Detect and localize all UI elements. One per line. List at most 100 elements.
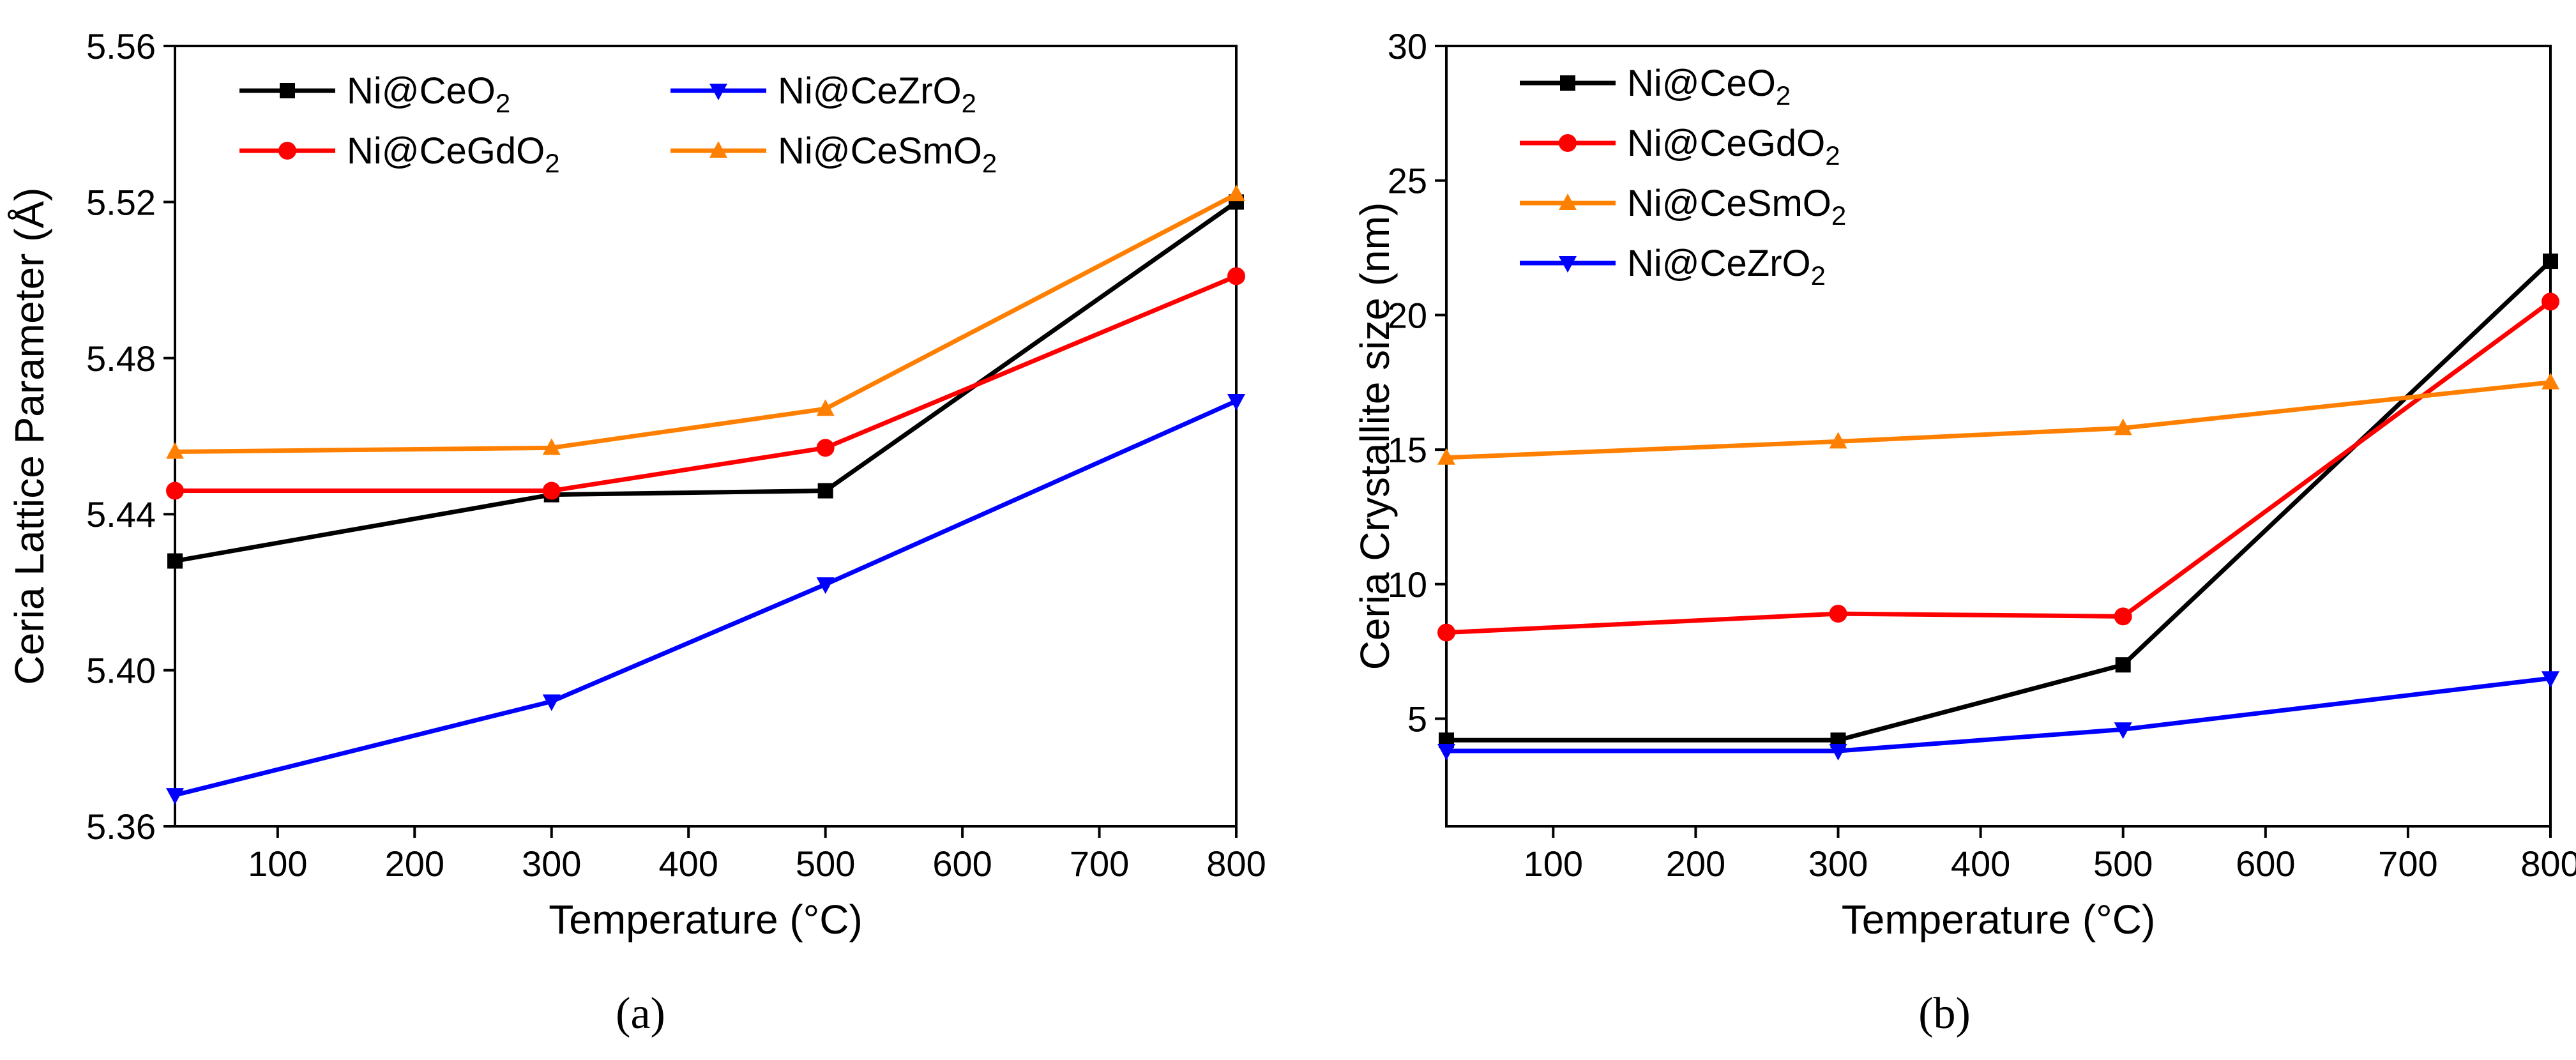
x-tick-label: 500 [2093, 844, 2153, 884]
y-tick-label: 10 [1388, 564, 1427, 605]
data-point [2114, 722, 2132, 739]
data-point [542, 438, 561, 455]
x-tick-label: 700 [1070, 844, 1129, 884]
legend: Ni@CeO2 Ni@CeGdO2 Ni@CeSmO2 Ni@CeZrO2 [1520, 63, 1846, 291]
legend-item-ni-ceo2: Ni@CeO2 [239, 70, 510, 118]
y-tick-label: 5.52 [86, 182, 156, 222]
data-point-marker [2115, 657, 2131, 673]
legend-swatch-marker [709, 84, 727, 100]
data-point [2542, 372, 2559, 390]
series-line [175, 274, 1238, 494]
x-tick-label: 300 [1808, 844, 1868, 884]
data-point [1829, 432, 1847, 449]
x-tick-label: 200 [385, 844, 444, 884]
legend-label: Ni@CeZrO2 [1627, 243, 1826, 291]
series-ni-ceo2 [1439, 254, 2558, 748]
data-point [816, 399, 835, 416]
legend-swatch-marker [1559, 134, 1577, 152]
legend-item-ni-ceo2: Ni@CeO2 [1520, 63, 1791, 110]
legend-item-ni-cesmo2: Ni@CeSmO2 [1520, 183, 1846, 231]
x-tick-label: 600 [2236, 844, 2295, 884]
series-line [174, 398, 1238, 798]
data-point [1829, 744, 1847, 761]
data-point [817, 483, 833, 499]
legend-swatch-marker [280, 83, 295, 98]
x-tick-label: 300 [522, 844, 581, 884]
legend-swatch-marker [1559, 193, 1577, 210]
series-line [1446, 259, 2552, 743]
data-point-marker [2114, 418, 2132, 435]
series-ni-cegdo2 [1437, 292, 2559, 642]
data-point [1227, 394, 1245, 411]
data-point [1829, 605, 1847, 623]
data-point-marker [1227, 267, 1245, 285]
legend-swatch-marker [1559, 256, 1577, 273]
data-point [2114, 418, 2132, 435]
data-point [542, 694, 561, 711]
legend-item-ni-cezro2: Ni@CeZrO2 [671, 70, 976, 118]
x-tick-label: 400 [658, 844, 718, 884]
panel-a: 100 200 300 400 500 600 700 800 5.36 5.40 5.44 5.48… [6, 26, 1266, 943]
data-point-marker [2542, 372, 2559, 390]
panel-a-caption: (a) [616, 989, 665, 1038]
x-tick-label: 600 [932, 844, 992, 884]
x-tick-label: 700 [2378, 844, 2437, 884]
data-point [1437, 623, 1455, 642]
series-ni-cegdo2 [166, 267, 1245, 500]
legend-label: Ni@CeO2 [1627, 63, 1791, 110]
data-point [2114, 607, 2132, 626]
legend-swatch-marker [709, 141, 727, 158]
data-point-marker [1829, 432, 1847, 449]
series-ni-cesmo2 [1437, 372, 2559, 465]
data-point [166, 788, 184, 805]
panel-b-caption: (b) [1918, 989, 1971, 1038]
plot-frame [1445, 45, 2552, 828]
legend-swatch-marker [1560, 75, 1575, 91]
x-tick-label: 800 [2520, 844, 2576, 884]
data-point [1227, 267, 1245, 285]
y-axis-title: Ceria Crystallite size (nm) [1352, 202, 1398, 670]
data-point [542, 481, 561, 500]
data-point-marker [1227, 185, 1245, 202]
legend-swatch-marker [278, 142, 296, 160]
y-tick-label: 20 [1388, 295, 1427, 335]
y-tick-label: 5.44 [86, 494, 156, 534]
data-point [2542, 292, 2559, 311]
y-tick-label: 5.40 [86, 651, 156, 691]
data-point [2543, 254, 2558, 269]
legend-label: Ni@CeSmO2 [778, 130, 997, 178]
legend-label: Ni@CeSmO2 [1627, 183, 1846, 231]
legend-item-ni-cegdo2: Ni@CeGdO2 [1520, 123, 1840, 170]
data-point-marker [166, 442, 184, 459]
x-tick-label: 800 [1206, 844, 1266, 884]
y-tick-label: 25 [1388, 161, 1427, 201]
y-tick-label: 5.48 [86, 338, 156, 379]
data-point [2542, 671, 2559, 688]
y-tick-label: 30 [1388, 26, 1427, 66]
data-point-marker [816, 577, 835, 594]
y-tick-label: 15 [1388, 430, 1427, 470]
data-point-marker [542, 694, 561, 711]
data-point-marker [542, 438, 561, 455]
data-point-marker [166, 481, 184, 500]
y-tick-label: 5.36 [86, 806, 156, 847]
data-point-marker [2542, 292, 2559, 311]
data-point-marker [1227, 394, 1245, 411]
data-point [166, 442, 184, 459]
data-point-marker [2114, 607, 2132, 626]
data-point [816, 439, 835, 457]
x-tick-label: 500 [796, 844, 855, 884]
legend: Ni@CeO2 Ni@CeZrO2 Ni@CeGdO2 Ni@CeSmO2 [239, 70, 997, 178]
data-point-marker [1437, 623, 1455, 642]
legend-item-ni-cegdo2: Ni@CeGdO2 [239, 130, 560, 178]
legend-item-ni-cesmo2: Ni@CeSmO2 [671, 130, 997, 178]
data-point-marker [817, 483, 833, 499]
series-line [1446, 380, 2551, 460]
data-point-marker [166, 788, 184, 805]
data-point-marker [542, 481, 561, 500]
data-point-marker [2543, 254, 2558, 269]
series-ni-cezro2 [166, 394, 1245, 805]
y-tick-label: 5.56 [86, 26, 156, 66]
data-point-marker [816, 399, 835, 416]
data-point [816, 577, 835, 594]
